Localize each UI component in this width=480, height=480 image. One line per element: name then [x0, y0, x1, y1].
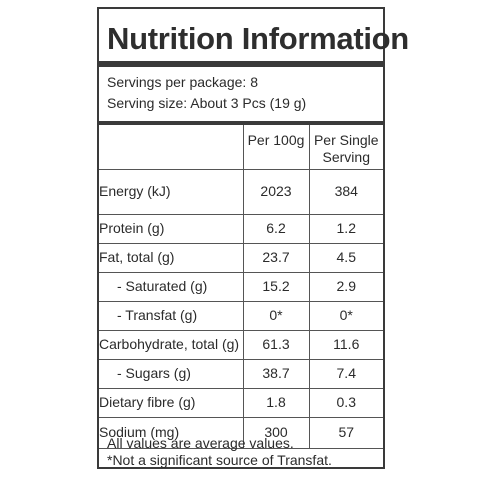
nutrient-label: Fat, total (g)	[99, 242, 244, 273]
header-row: Per 100g Per Single Serving	[99, 125, 383, 170]
nutrient-label: Energy (kJ)	[99, 168, 244, 215]
nutrient-label: Dietary fibre (g)	[99, 387, 244, 418]
value-per-100g: 6.2	[242, 213, 310, 244]
value-per-100g: 2023	[242, 168, 310, 215]
table-row: - Saturated (g) 15.2 2.9	[99, 271, 383, 302]
footnote-transfat: *Not a significant source of Transfat.	[107, 452, 332, 468]
header-per-serving-line1: Per Single	[313, 132, 379, 148]
nutrition-table: Per 100g Per Single Serving Energy (kJ) 2…	[99, 125, 383, 449]
value-per-serving: 0*	[308, 300, 383, 331]
title-rule	[99, 61, 383, 67]
value-per-100g: 38.7	[242, 358, 310, 389]
value-per-serving: 2.9	[308, 271, 383, 302]
header-nutrient	[99, 125, 244, 170]
value-per-serving: 0.3	[308, 387, 383, 418]
header-per-serving-line2: Serving	[322, 149, 370, 165]
value-per-serving: 1.2	[308, 213, 383, 244]
table-row: Energy (kJ) 2023 384	[99, 168, 383, 215]
servings-per-package: Servings per package: 8	[107, 74, 258, 90]
nutrition-panel: Nutrition Information Servings per packa…	[97, 7, 409, 469]
table-row: Sodium (mg) 300 57	[99, 416, 383, 449]
value-per-serving: 384	[308, 168, 383, 215]
value-per-100g: 15.2	[242, 271, 310, 302]
nutrient-label: - Sugars (g)	[99, 358, 244, 389]
value-per-100g: 0*	[242, 300, 310, 331]
table-row: Fat, total (g) 23.7 4.5	[99, 242, 383, 273]
table-row: Protein (g) 6.2 1.2	[99, 213, 383, 244]
value-per-serving: 11.6	[308, 329, 383, 360]
nutrient-label: Carbohydrate, total (g)	[99, 329, 244, 360]
table-row: - Transfat (g) 0* 0*	[99, 300, 383, 331]
nutrient-label: - Saturated (g)	[99, 271, 244, 302]
header-per-100g: Per 100g	[242, 125, 310, 170]
serving-size: Serving size: About 3 Pcs (19 g)	[107, 95, 307, 111]
value-per-100g: 1.8	[242, 387, 310, 418]
info-rule	[99, 121, 383, 125]
value-per-serving: 57	[308, 416, 383, 449]
table-row: Carbohydrate, total (g) 61.3 11.6	[99, 329, 383, 360]
nutrient-label: - Transfat (g)	[99, 300, 244, 331]
value-per-serving: 7.4	[308, 358, 383, 389]
value-per-100g: 300	[242, 416, 310, 449]
nutrient-label: Protein (g)	[99, 213, 244, 244]
footnote-average: All values are average values.	[107, 435, 294, 451]
panel-title: Nutrition Information	[107, 21, 409, 56]
value-per-serving: 4.5	[308, 242, 383, 273]
value-per-100g: 61.3	[242, 329, 310, 360]
value-per-100g: 23.7	[242, 242, 310, 273]
table-row: - Sugars (g) 38.7 7.4	[99, 358, 383, 389]
nutrient-label: Sodium (mg)	[99, 416, 244, 449]
table-row: Dietary fibre (g) 1.8 0.3	[99, 387, 383, 418]
header-per-serving: Per Single Serving	[308, 125, 383, 170]
